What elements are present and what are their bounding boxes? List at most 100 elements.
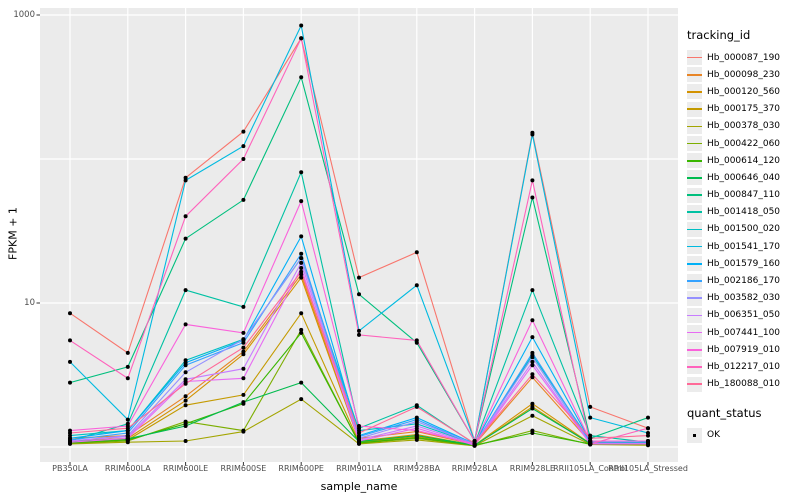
data-point [241, 376, 246, 381]
x-tick-label: RRIM928BA [393, 464, 441, 473]
x-tick-label: RRIM600SE [220, 464, 267, 473]
y-tick-label-1000: 1000 [13, 10, 35, 20]
legend-key-box [687, 427, 702, 443]
shape-legend-item: OK [687, 427, 799, 444]
data-point [183, 214, 188, 219]
data-point [530, 401, 535, 406]
x-tick-label: RRIM928LE [509, 464, 555, 473]
x-axis-title: sample_name [320, 480, 398, 493]
data-point [68, 440, 72, 445]
data-point [183, 322, 188, 327]
data-point [299, 234, 304, 239]
legend-item-label: Hb_007919_010 [707, 344, 781, 355]
data-point [68, 311, 72, 316]
data-point [588, 436, 593, 441]
series-points-Hb_180088_010 [68, 269, 650, 446]
legend-item: Hb_001418_050 [687, 204, 799, 221]
data-point [357, 332, 361, 337]
legend-item-label: Hb_001541_170 [707, 241, 781, 252]
data-point [299, 251, 304, 256]
data-point [530, 350, 535, 355]
legend-item-label: Hb_001579_160 [707, 258, 781, 269]
data-point [530, 363, 535, 368]
legend-item: Hb_003582_030 [687, 290, 799, 307]
data-point [299, 311, 304, 316]
legend-key-box [687, 136, 702, 152]
data-point [530, 359, 535, 364]
legend-item-label: Hb_000175_370 [707, 104, 781, 115]
legend-key-line [687, 211, 702, 214]
legend-key-box [687, 204, 702, 220]
legend-key-box [687, 273, 702, 289]
legend-item-label: Hb_012217_010 [707, 361, 781, 372]
data-point [183, 424, 188, 428]
data-point [530, 132, 535, 137]
data-point [299, 380, 304, 385]
data-point [68, 359, 72, 364]
legend-item: Hb_001500_020 [687, 221, 799, 238]
data-point [299, 275, 304, 280]
data-point [588, 404, 593, 409]
x-tick-label: RRIM600PE [278, 464, 324, 473]
data-point [299, 266, 304, 270]
data-point [588, 441, 593, 446]
data-point [183, 178, 188, 183]
legend-item: Hb_006351_050 [687, 307, 799, 324]
legend-item-label: Hb_000646_040 [707, 172, 781, 183]
legend-item-label: Hb_006351_050 [707, 310, 781, 321]
legend-item: Hb_000614_120 [687, 152, 799, 169]
data-point [241, 400, 246, 405]
data-point [530, 355, 535, 360]
legend-item: Hb_000646_040 [687, 169, 799, 186]
data-point [183, 398, 188, 403]
legend-item-label: Hb_003582_030 [707, 293, 781, 304]
data-point [299, 23, 304, 28]
data-point [357, 431, 361, 435]
legend-key-box [687, 359, 702, 375]
data-point [241, 366, 246, 371]
data-point [241, 144, 246, 149]
shape-legend-title: quant_status [687, 405, 762, 420]
legend: tracking_id Hb_000087_190 Hb_000098_230 Hb… [687, 28, 799, 444]
data-point [530, 318, 535, 323]
legend-item-label: Hb_000614_120 [707, 155, 781, 166]
legend-key-line [687, 125, 702, 128]
legend-key-box [687, 342, 702, 358]
legend-key-line [687, 297, 702, 300]
data-point [414, 338, 419, 343]
data-point [530, 178, 535, 183]
y-tick-label-10: 10 [24, 298, 35, 308]
data-point [241, 392, 246, 397]
data-point [530, 195, 535, 200]
x-tick-label: RRIM928LA [451, 464, 498, 473]
legend-item: Hb_000175_370 [687, 101, 799, 118]
data-point [241, 330, 246, 335]
legend-key-box [687, 153, 702, 169]
data-point [299, 269, 304, 274]
x-tick-label: PB350LA [52, 464, 88, 473]
data-point [530, 288, 535, 293]
data-point [125, 417, 130, 422]
data-point [299, 330, 304, 335]
x-tick-label: RRII105LA_Stressed [608, 464, 688, 473]
data-point [241, 337, 246, 342]
data-point [183, 403, 188, 408]
legend-item-label: Hb_007441_100 [707, 327, 781, 338]
data-point [183, 381, 188, 386]
legend-key-box [687, 118, 702, 134]
data-point [241, 352, 246, 357]
legend-key-line [687, 177, 702, 179]
legend-key-line [687, 348, 702, 351]
data-point [299, 397, 304, 402]
legend-item: Hb_000087_190 [687, 49, 799, 66]
data-point [472, 441, 477, 446]
legend-item: Hb_000422_060 [687, 135, 799, 152]
legend-item-label: Hb_001418_050 [707, 207, 781, 218]
legend-key-box [687, 239, 702, 255]
legend-key-line [687, 245, 702, 248]
legend-item-label: Hb_002186_170 [707, 276, 781, 287]
data-point [357, 424, 361, 428]
legend-key-line [687, 280, 702, 282]
data-point [646, 415, 650, 420]
data-point [357, 439, 361, 443]
